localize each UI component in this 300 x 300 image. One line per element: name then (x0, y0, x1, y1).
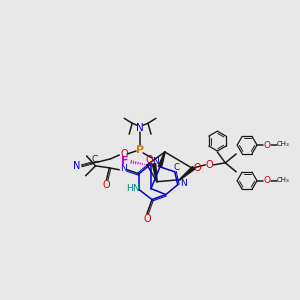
Text: N: N (180, 179, 187, 188)
Text: O: O (143, 214, 151, 224)
Text: O: O (145, 155, 153, 165)
Text: O: O (103, 180, 110, 190)
Text: F: F (122, 156, 129, 166)
Polygon shape (179, 167, 195, 180)
Text: N: N (132, 184, 139, 193)
Text: H: H (126, 184, 133, 193)
Text: N: N (153, 158, 159, 166)
Text: O: O (120, 149, 128, 159)
Text: P: P (136, 145, 144, 155)
Text: CH₃: CH₃ (276, 177, 289, 183)
Text: O: O (263, 140, 270, 149)
Text: O: O (194, 163, 201, 173)
Text: CH₃: CH₃ (276, 141, 289, 147)
Polygon shape (152, 164, 157, 182)
Text: N: N (120, 164, 127, 173)
Text: C: C (92, 155, 98, 164)
Text: O: O (206, 160, 213, 170)
Polygon shape (158, 152, 165, 167)
Text: N: N (73, 161, 80, 171)
Text: O: O (263, 176, 270, 185)
Text: C: C (174, 163, 180, 172)
Text: N: N (136, 123, 144, 133)
